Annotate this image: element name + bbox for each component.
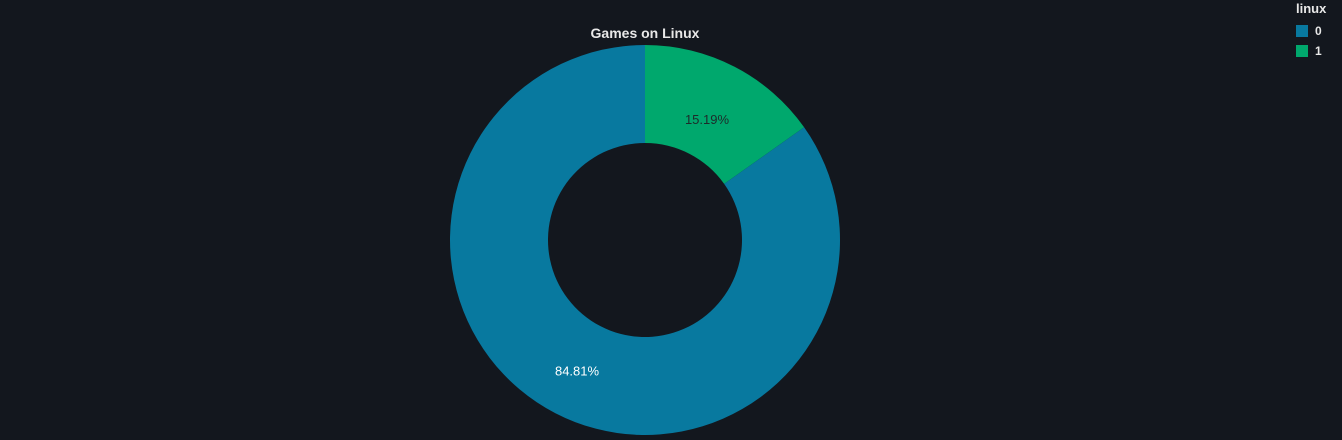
- slice-label-1: 15.19%: [685, 112, 730, 127]
- legend-swatch-0: [1296, 25, 1308, 37]
- legend-label-1: 1: [1315, 44, 1322, 58]
- slice-1[interactable]: [645, 45, 805, 184]
- legend-swatch-1: [1296, 45, 1308, 57]
- legend: linux 0 1: [1296, 1, 1326, 61]
- chart-title: Games on Linux: [590, 25, 700, 41]
- legend-title: linux: [1296, 1, 1327, 16]
- legend-item-0[interactable]: 0: [1296, 21, 1326, 41]
- slice-label-0: 84.81%: [555, 363, 600, 378]
- legend-item-1[interactable]: 1: [1296, 41, 1326, 61]
- slice-0[interactable]: [450, 45, 840, 436]
- legend-label-0: 0: [1315, 24, 1322, 38]
